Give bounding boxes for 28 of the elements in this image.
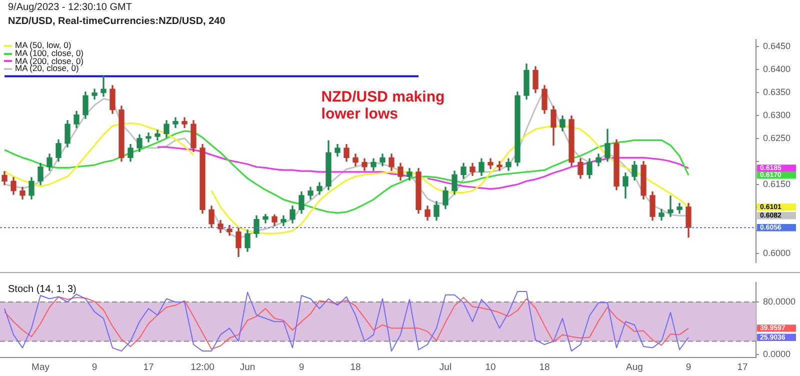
y-tick-label: 0.6000 xyxy=(763,248,791,258)
x-tick-label: 9 xyxy=(298,362,304,373)
x-tick-label: 10 xyxy=(485,362,496,373)
annotation: Stoch (14, 1, 3) xyxy=(8,284,76,296)
y-tick-label: 0.6350 xyxy=(763,86,791,97)
y-tick-label: 80.0000 xyxy=(763,296,796,306)
x-tick-label: 9 xyxy=(92,362,98,373)
y-tick-label: 0.6300 xyxy=(763,110,791,120)
x-tick-label: 18 xyxy=(350,362,361,373)
x-tick-label: 9 xyxy=(686,362,692,373)
x-tick-label: 17 xyxy=(737,362,748,373)
y-tick-label: 0.6250 xyxy=(763,132,791,143)
x-tick-label: Jul xyxy=(439,362,452,373)
annotation: NZD/USD making lower lows xyxy=(321,88,445,122)
x-tick-label: 18 xyxy=(539,362,550,373)
legend-label: MA (20, close, 0) xyxy=(14,63,79,74)
legend-label: MA (50, low, 0) xyxy=(14,40,72,50)
y-tick-label: 0.0000 xyxy=(763,348,791,359)
x-tick-label: Aug xyxy=(626,362,643,373)
y-tick-label: 0.6450 xyxy=(763,40,791,51)
x-tick-label: 12:00 xyxy=(190,362,214,373)
y-tick-label: 0.6400 xyxy=(763,64,791,74)
x-tick-label: Jun xyxy=(240,362,256,373)
chart-title: NZD/USD, Real-timeCurrencies:NZD/USD, 240 xyxy=(8,16,226,27)
y-tick-label: 0.6150 xyxy=(763,178,791,189)
x-tick-label: May xyxy=(32,362,50,373)
chart-subtitle: 9/Aug/2023 - 12:30:10 GMT xyxy=(8,2,132,13)
x-tick-label: 17 xyxy=(143,362,154,373)
